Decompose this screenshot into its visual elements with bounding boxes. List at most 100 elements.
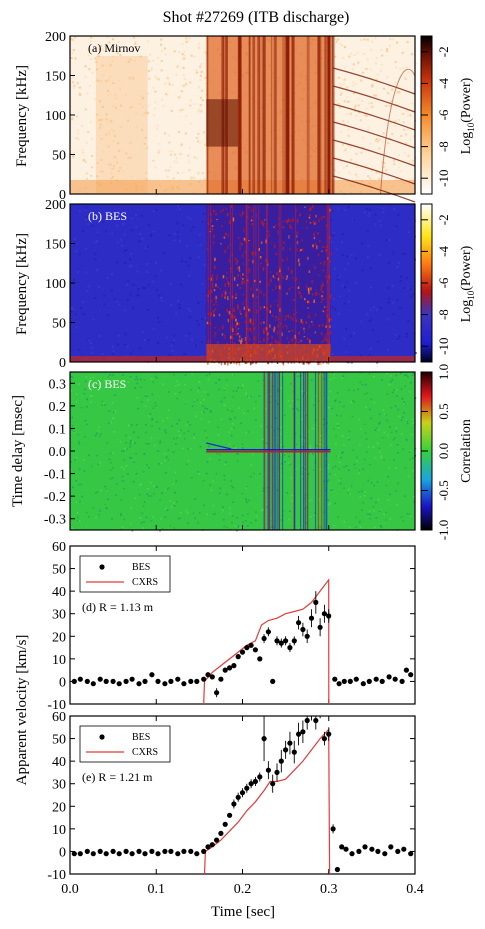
bes-point <box>231 801 237 807</box>
noise-speck <box>166 175 169 178</box>
noise-speck <box>76 129 79 132</box>
noise-speck <box>142 505 145 507</box>
noise-speck <box>185 424 188 427</box>
noise-speck <box>107 94 110 97</box>
noise-speck <box>352 218 355 221</box>
noise-speck <box>380 455 382 458</box>
bes-point <box>339 844 345 850</box>
bes-point <box>332 676 338 682</box>
noise-speck <box>319 443 322 446</box>
noise-speck <box>126 448 128 451</box>
turbulence-speck <box>312 244 314 248</box>
noise-speck <box>157 151 160 154</box>
noise-speck <box>181 108 184 111</box>
noise-speck <box>121 475 124 478</box>
noise-speck <box>89 377 91 379</box>
noise-speck <box>305 392 308 395</box>
noise-speck <box>380 526 383 529</box>
turbulence-speck <box>255 214 258 218</box>
noise-speck <box>369 308 372 311</box>
bes-point <box>408 672 414 678</box>
turbulence-speck <box>249 308 251 313</box>
noise-speck <box>368 510 371 512</box>
turbulence-speck <box>262 328 265 331</box>
noise-speck <box>148 70 150 73</box>
turbulence-speck <box>274 245 276 249</box>
bes-point <box>369 846 375 852</box>
turbulence-speck <box>235 328 238 333</box>
turbulence-speck <box>241 316 243 318</box>
turbulence-speck <box>217 341 219 344</box>
noise-speck <box>344 46 346 49</box>
turbulence-speck <box>245 341 247 344</box>
noise-speck <box>379 421 381 424</box>
bes-point <box>248 781 254 787</box>
noise-speck <box>155 76 158 79</box>
turbulence-speck <box>227 362 229 366</box>
noise-speck <box>204 143 207 146</box>
noise-speck <box>212 480 214 483</box>
noise-speck <box>120 514 122 517</box>
noise-speck <box>370 85 373 88</box>
noise-speck <box>330 378 332 380</box>
noise-speck <box>97 429 99 432</box>
noise-speck <box>153 114 156 117</box>
noise-speck <box>196 241 199 244</box>
turbulence-speck <box>239 309 241 314</box>
noise-speck <box>255 511 257 513</box>
noise-speck <box>388 297 391 300</box>
noise-speck <box>82 313 85 316</box>
noise-speck <box>262 438 264 441</box>
noise-speck <box>111 273 113 275</box>
turbulence-speck <box>321 295 323 297</box>
noise-speck <box>395 120 398 123</box>
noise-speck <box>405 142 408 145</box>
noise-speck <box>330 241 332 244</box>
noise-speck <box>407 287 410 290</box>
noise-speck <box>91 71 94 74</box>
noise-speck <box>322 372 325 374</box>
noise-speck <box>89 84 91 87</box>
noise-speck <box>136 293 139 296</box>
noise-speck <box>97 79 100 82</box>
turbulence-speck <box>213 334 216 338</box>
noise-speck <box>373 94 376 97</box>
turbulence-speck <box>326 245 329 249</box>
noise-speck <box>338 275 341 278</box>
bes-point <box>317 624 323 630</box>
turbulence-speck <box>315 214 317 218</box>
noise-speck <box>331 407 333 410</box>
turbulence-speck <box>236 266 238 271</box>
noise-speck <box>356 51 359 54</box>
turbulence-speck <box>322 361 325 364</box>
bes-point <box>97 676 103 682</box>
noise-speck <box>309 499 312 502</box>
noise-speck <box>174 393 177 395</box>
turbulence-speck <box>249 338 251 341</box>
turbulence-speck <box>248 259 250 262</box>
noise-speck <box>173 505 176 507</box>
bes-point <box>103 678 109 685</box>
noise-speck <box>226 384 228 387</box>
turbulence-speck <box>269 271 272 274</box>
noise-speck <box>354 110 357 112</box>
noise-speck <box>97 463 99 466</box>
turbulence-speck <box>244 313 247 317</box>
bes-point <box>222 667 228 673</box>
noise-speck <box>332 234 335 237</box>
noise-speck <box>304 466 306 468</box>
bes-point <box>103 851 109 857</box>
noise-speck <box>231 410 233 413</box>
bes-point <box>334 866 340 873</box>
turbulence-speck <box>284 318 286 321</box>
turbulence-speck <box>330 209 332 211</box>
noise-speck <box>205 374 208 377</box>
turbulence-speck <box>216 304 218 306</box>
noise-speck <box>156 377 158 379</box>
bes-point <box>278 758 284 764</box>
noise-speck <box>143 501 146 503</box>
noise-speck <box>84 247 87 250</box>
mode-burst <box>270 36 273 194</box>
noise-speck <box>124 447 127 450</box>
noise-speck <box>279 427 282 429</box>
